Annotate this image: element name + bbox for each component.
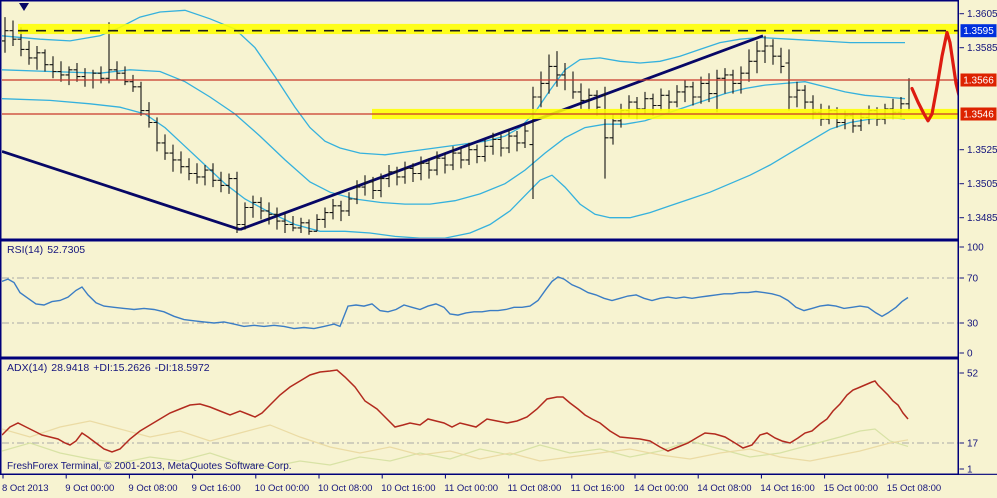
adx-name: ADX(14) <box>7 362 48 374</box>
adx-value: 28.9418 <box>51 362 90 374</box>
rsi-line <box>2 276 909 330</box>
time-label: 11 Oct 16:00 <box>571 483 625 494</box>
price-marker-label-1.3595: 1.3595 <box>963 26 994 37</box>
main-chart-area[interactable] <box>2 2 958 238</box>
adx-indicator-label: ADX(14) 28.9418 +DI:15.2626 -DI:18.5972 <box>7 363 214 374</box>
minus-di-line <box>2 420 909 462</box>
adx-tick-17-label: 17 <box>967 439 979 450</box>
terminal-watermark: FreshForex Terminal, © 2001-2013, MetaQu… <box>7 461 292 472</box>
time-label: 9 Oct 16:00 <box>192 483 241 494</box>
time-label: 14 Oct 16:00 <box>760 483 814 494</box>
rsi-tick-30-label: 30 <box>967 319 979 330</box>
price-tick-1.3605-label: 1.3605 <box>967 9 997 20</box>
rsi-tick-100-label: 100 <box>967 243 984 254</box>
main-pane-layer <box>2 3 958 238</box>
price-tick-1.3525-label: 1.3525 <box>967 145 997 156</box>
price-marker-box-1.3546 <box>960 107 997 121</box>
rsi-pane-layer <box>2 276 958 330</box>
forecast-arrow <box>910 30 958 123</box>
time-label: 10 Oct 00:00 <box>255 483 309 494</box>
price-tick-1.3585-label: 1.3585 <box>967 43 997 54</box>
price-marker-label-1.3566: 1.3566 <box>963 76 994 87</box>
highlight-band-1 <box>18 23 958 35</box>
time-label: 15 Oct 08:00 <box>887 483 941 494</box>
time-label: 10 Oct 08:00 <box>318 483 372 494</box>
trendline-ascending <box>239 34 764 231</box>
time-label: 9 Oct 00:00 <box>65 483 114 494</box>
price-marker-label-1.3546: 1.3546 <box>963 110 994 121</box>
rsi-tick-70-label: 70 <box>967 274 979 285</box>
rsi-name: RSI(14) <box>7 244 44 256</box>
time-label: 14 Oct 00:00 <box>634 483 688 494</box>
price-tick-1.3485-label: 1.3485 <box>967 213 997 224</box>
price-scale[interactable] <box>960 0 997 474</box>
price-tick-1.3505-label: 1.3505 <box>967 179 997 190</box>
plus-di-line <box>2 428 909 468</box>
adx-minus-di: -DI:18.5972 <box>154 362 210 374</box>
rsi-pane-border <box>0 240 959 358</box>
adx-panel-area[interactable] <box>2 360 958 473</box>
adx-plus-di: +DI:15.2626 <box>93 362 151 374</box>
price-scale-layer: 1.3605 1.3585 1.3525 1.3505 1.3485 100 70 30 0 52… <box>959 9 997 476</box>
time-label: 11 Oct 00:00 <box>444 483 498 494</box>
adx-line <box>2 369 909 453</box>
rsi-value: 52.7305 <box>47 244 86 256</box>
main-pane-border <box>0 0 959 240</box>
rsi-indicator-label: RSI(14) 52.7305 <box>7 245 89 256</box>
time-scale[interactable] <box>0 475 997 498</box>
time-label: 9 Oct 08:00 <box>128 483 177 494</box>
trendline-descending <box>2 150 241 231</box>
time-scale-layer: 8 Oct 2013 9 Oct 00:00 9 Oct 08:00 9 Oct 16… <box>2 474 941 494</box>
price-marker-box-1.3595 <box>960 24 997 38</box>
price-marker-box-1.3566 <box>960 73 997 87</box>
object-anchor-icon <box>19 3 29 11</box>
rsi-tick-0-label: 0 <box>967 349 973 360</box>
time-label: 10 Oct 16:00 <box>381 483 435 494</box>
time-label: 11 Oct 08:00 <box>508 483 562 494</box>
bollinger-middle-line <box>2 69 906 205</box>
adx-tick-52-label: 52 <box>967 369 979 380</box>
ohlc-bars <box>2 17 913 235</box>
adx-pane-layer <box>2 369 958 468</box>
rsi-panel-area[interactable] <box>2 242 958 356</box>
time-label: 14 Oct 08:00 <box>697 483 751 494</box>
time-label: 8 Oct 2013 <box>2 483 48 494</box>
adx-tick-1-label: 1 <box>967 465 973 476</box>
time-label: 15 Oct 00:00 <box>824 483 878 494</box>
